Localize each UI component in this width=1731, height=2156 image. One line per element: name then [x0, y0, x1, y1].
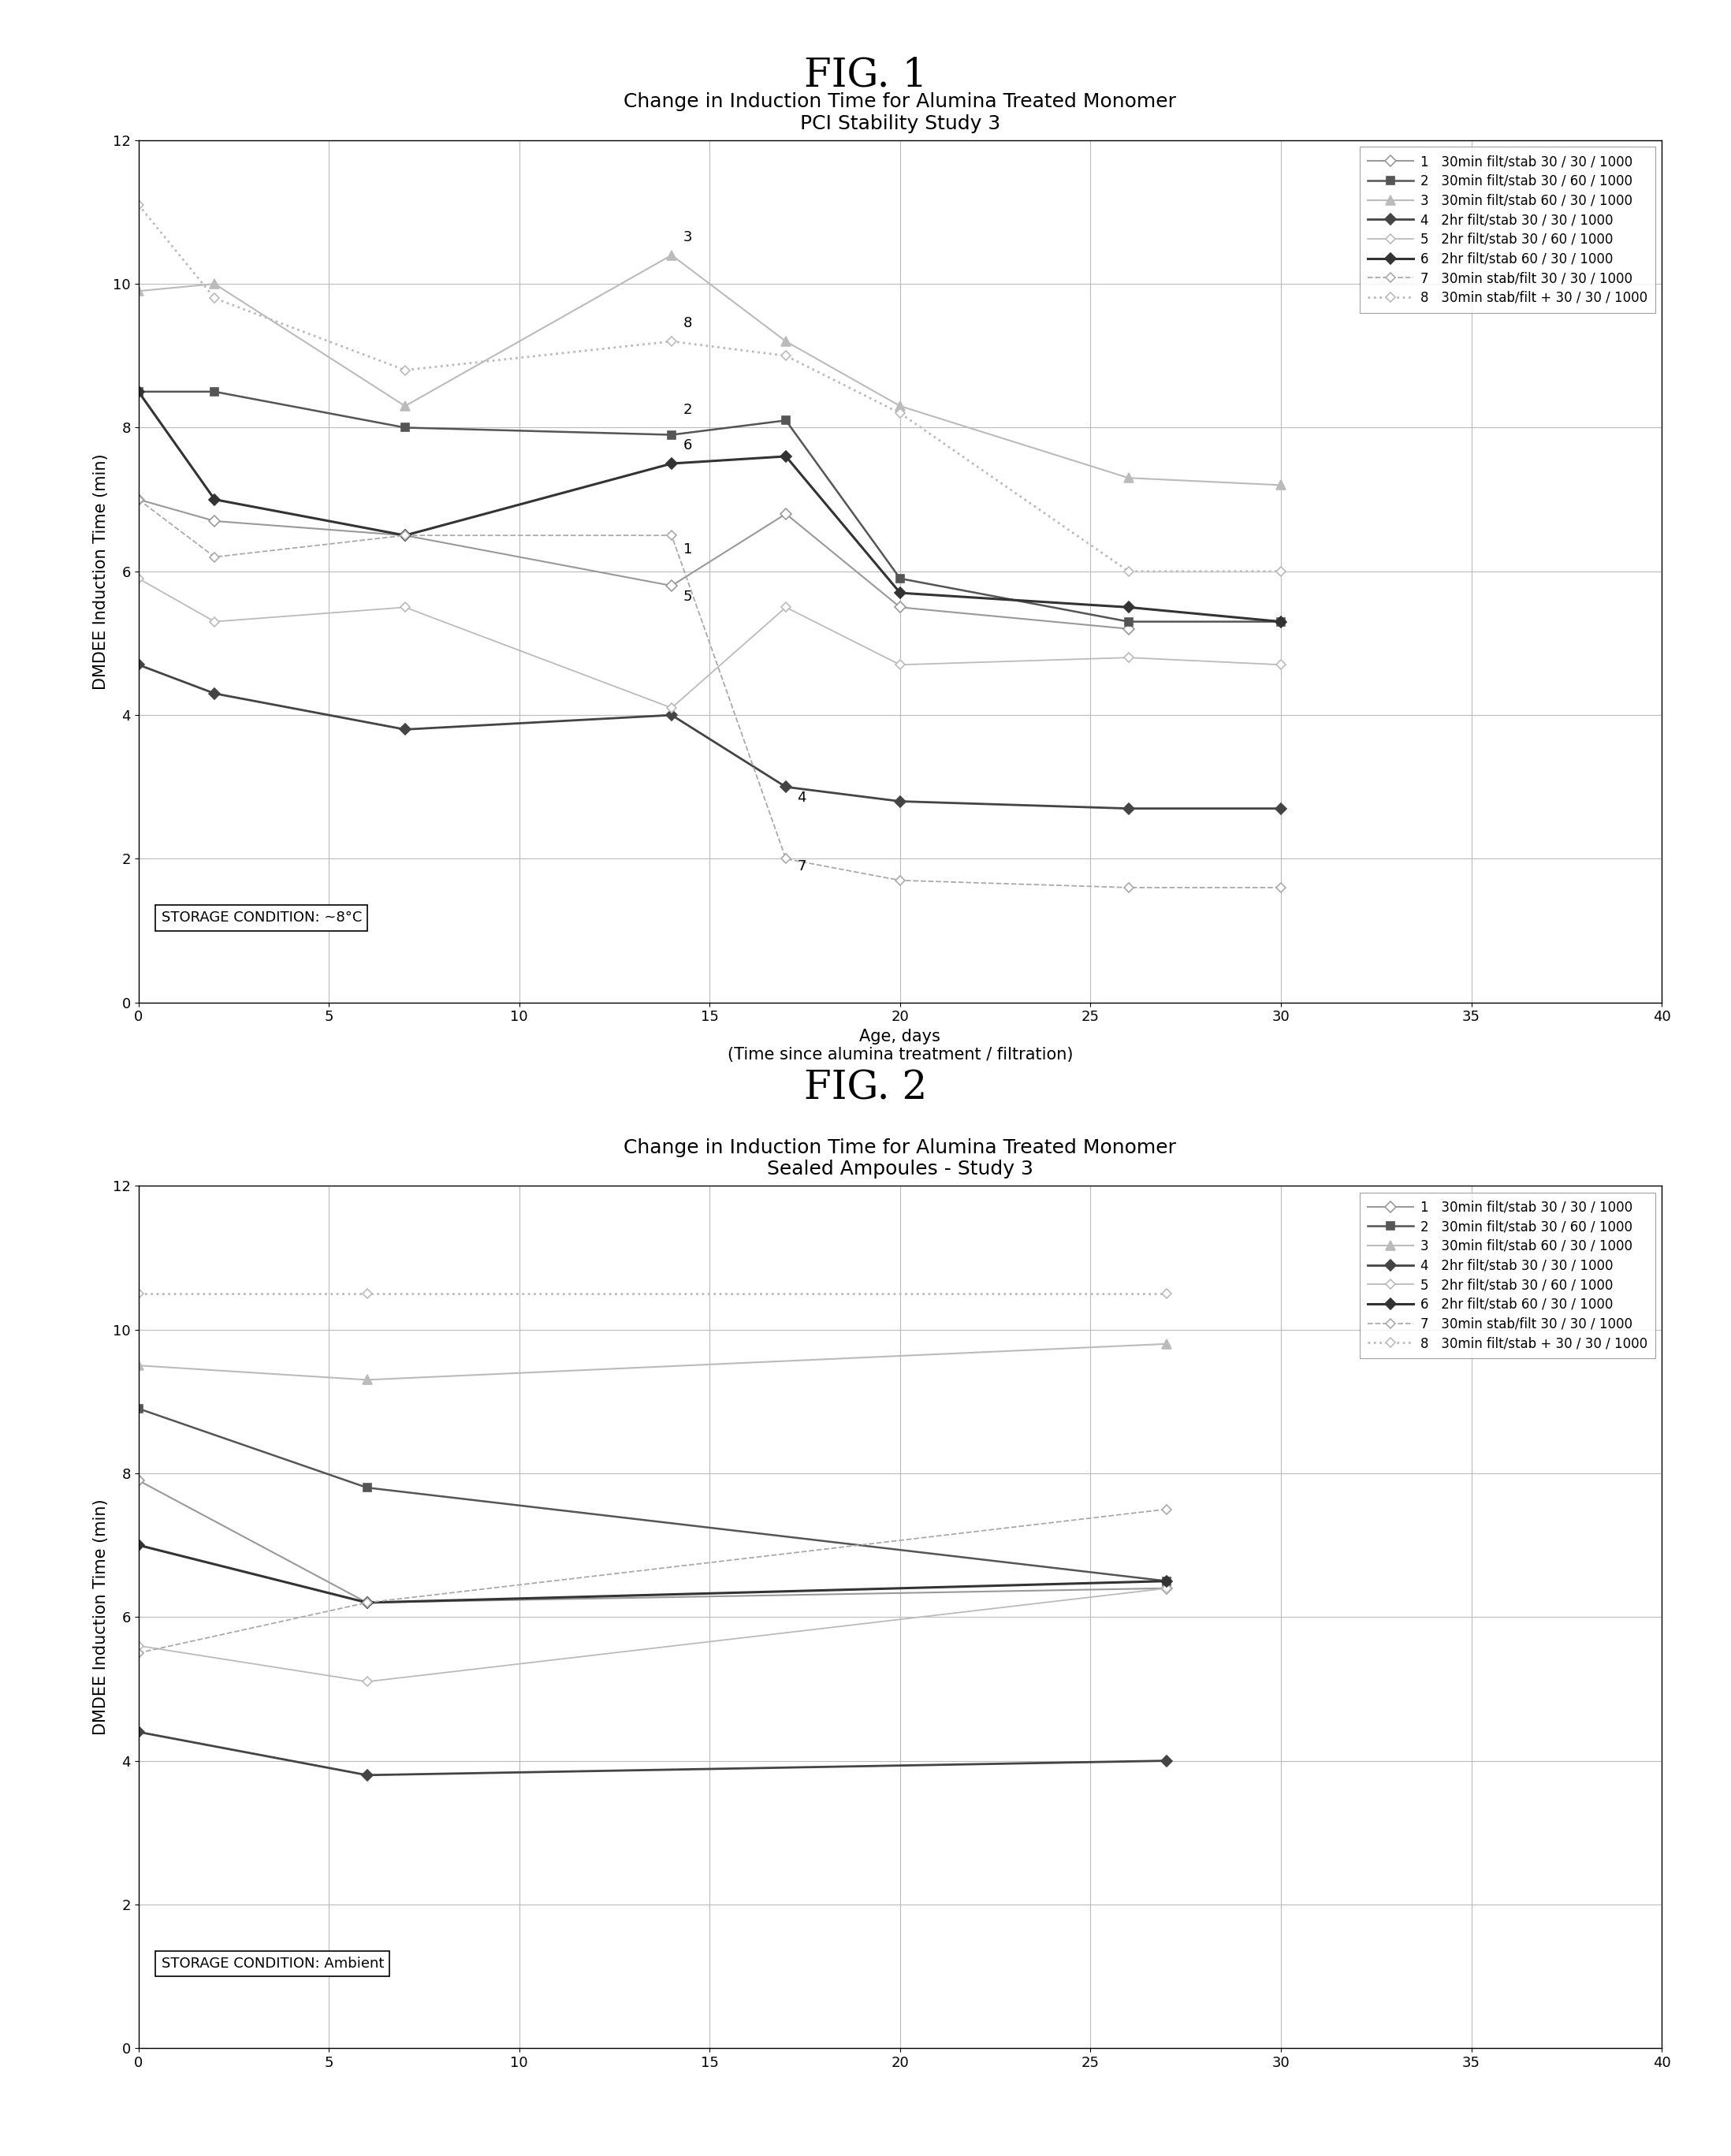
Text: 7: 7	[798, 858, 807, 873]
Text: 3: 3	[684, 231, 692, 244]
Text: FIG. 1: FIG. 1	[803, 56, 928, 95]
Text: STORAGE CONDITION: ~8°C: STORAGE CONDITION: ~8°C	[161, 910, 362, 925]
Text: 4: 4	[798, 791, 807, 804]
Text: 5: 5	[684, 589, 692, 604]
Y-axis label: DMDEE Induction Time (min): DMDEE Induction Time (min)	[93, 1498, 109, 1736]
Title: Change in Induction Time for Alumina Treated Monomer
Sealed Ampoules - Study 3: Change in Induction Time for Alumina Tre…	[623, 1138, 1177, 1179]
Legend: 1   30min filt/stab 30 / 30 / 1000, 2   30min filt/stab 30 / 60 / 1000, 3   30mi: 1 30min filt/stab 30 / 30 / 1000, 2 30mi…	[1361, 1192, 1655, 1358]
Legend: 1   30min filt/stab 30 / 30 / 1000, 2   30min filt/stab 30 / 60 / 1000, 3   30mi: 1 30min filt/stab 30 / 30 / 1000, 2 30mi…	[1361, 147, 1655, 313]
Y-axis label: DMDEE Induction Time (min): DMDEE Induction Time (min)	[93, 453, 109, 690]
Text: 6: 6	[684, 438, 692, 453]
Title: Change in Induction Time for Alumina Treated Monomer
PCI Stability Study 3: Change in Induction Time for Alumina Tre…	[623, 93, 1177, 134]
Text: STORAGE CONDITION: Ambient: STORAGE CONDITION: Ambient	[161, 1955, 384, 1971]
Text: 8: 8	[684, 317, 692, 330]
Text: 1: 1	[684, 543, 692, 556]
Text: FIG. 2: FIG. 2	[803, 1069, 928, 1108]
X-axis label: Age, days
(Time since alumina treatment / filtration): Age, days (Time since alumina treatment …	[727, 1028, 1073, 1063]
Text: 2: 2	[684, 403, 692, 416]
